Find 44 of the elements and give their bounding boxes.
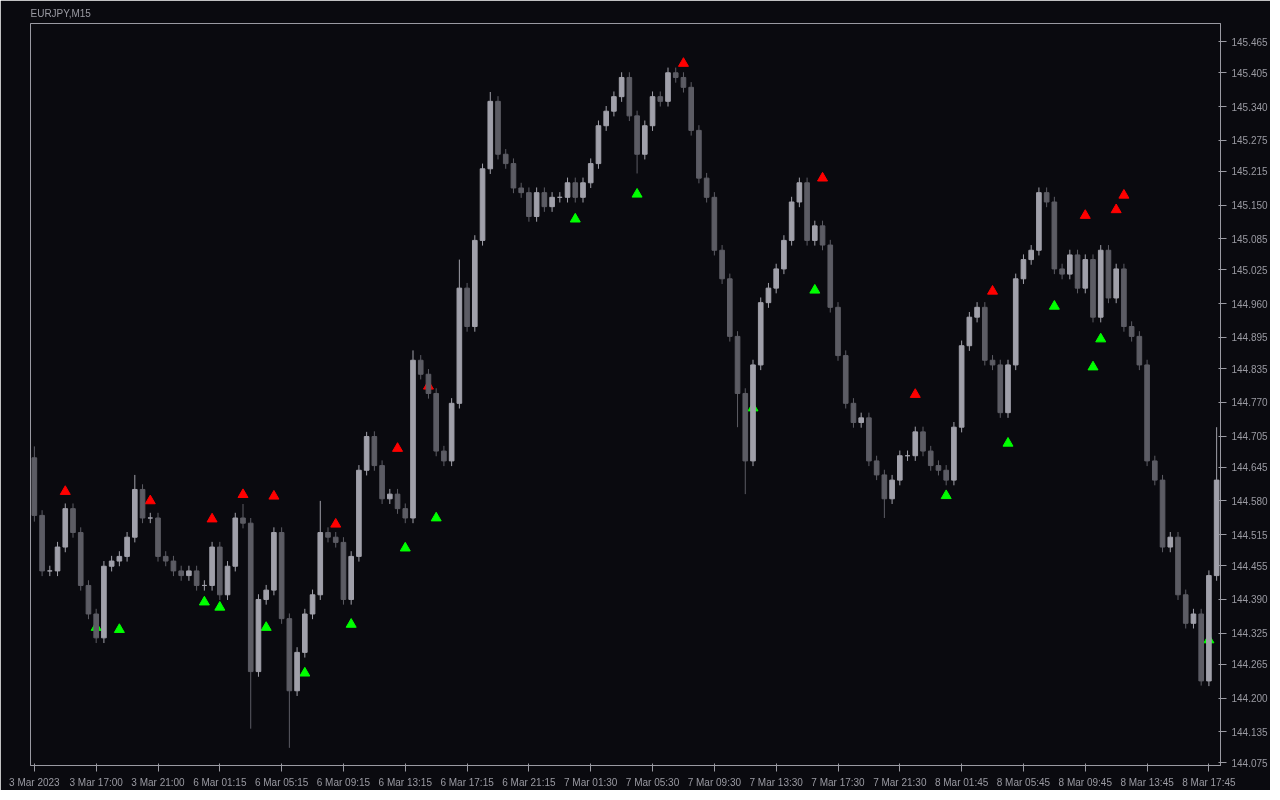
y-tick-label: 144.390 <box>1231 594 1269 606</box>
x-tick-label: 6 Mar 17:15 <box>440 776 495 788</box>
y-tick-label: 145.340 <box>1231 101 1269 113</box>
x-tick-label: 8 Mar 13:45 <box>1120 776 1175 788</box>
x-tick-label: 6 Mar 01:15 <box>193 776 247 788</box>
x-tick-label: 8 Mar 01:45 <box>934 776 989 788</box>
y-tick-label: 144.075 <box>1231 757 1269 769</box>
y-tick-label: 145.275 <box>1231 135 1269 147</box>
chart-title: EURJPY,M15 <box>30 7 92 19</box>
x-tick-label: 8 Mar 05:45 <box>996 776 1051 788</box>
y-tick-label: 145.085 <box>1231 233 1269 245</box>
x-tick-label: 6 Mar 21:15 <box>502 776 557 788</box>
x-tick-label: 7 Mar 01:30 <box>564 776 618 788</box>
y-tick-label: 145.215 <box>1231 166 1269 178</box>
y-tick-label: 144.325 <box>1231 628 1269 640</box>
x-tick-label: 8 Mar 09:45 <box>1058 776 1113 788</box>
y-tick-label: 144.455 <box>1231 560 1269 572</box>
x-tick-label: 7 Mar 13:30 <box>749 776 804 788</box>
y-tick-label: 144.135 <box>1231 726 1269 738</box>
x-tick-label: 3 Mar 21:00 <box>131 776 186 788</box>
x-tick-label: 6 Mar 09:15 <box>316 776 371 788</box>
x-tick-label: 7 Mar 05:30 <box>625 776 680 788</box>
y-tick-label: 144.645 <box>1231 462 1269 474</box>
y-tick-label: 144.705 <box>1231 431 1269 443</box>
x-tick-label: 3 Mar 17:00 <box>69 776 124 788</box>
y-tick-label: 145.150 <box>1231 200 1269 212</box>
x-tick-label: 6 Mar 05:15 <box>254 776 309 788</box>
x-tick-label: 6 Mar 13:15 <box>378 776 433 788</box>
x-tick-label: 7 Mar 17:30 <box>811 776 866 788</box>
y-tick-label: 144.200 <box>1231 693 1269 705</box>
y-tick-label: 144.265 <box>1231 659 1269 671</box>
x-tick-label: 8 Mar 17:45 <box>1182 776 1237 788</box>
y-tick-label: 145.025 <box>1231 264 1269 276</box>
y-tick-label: 145.405 <box>1231 67 1269 79</box>
y-tick-label: 144.835 <box>1231 363 1269 375</box>
y-tick-label: 144.770 <box>1231 397 1269 409</box>
y-tick-label: 144.895 <box>1231 332 1269 344</box>
y-tick-label: 144.960 <box>1231 298 1269 310</box>
y-tick-label: 144.515 <box>1231 529 1269 541</box>
y-tick-label: 145.465 <box>1231 36 1269 48</box>
x-tick-label: 7 Mar 21:30 <box>873 776 927 788</box>
x-tick-label: 7 Mar 09:30 <box>687 776 742 788</box>
y-tick-label: 144.580 <box>1231 495 1269 507</box>
x-tick-label: 3 Mar 2023 <box>9 776 61 788</box>
